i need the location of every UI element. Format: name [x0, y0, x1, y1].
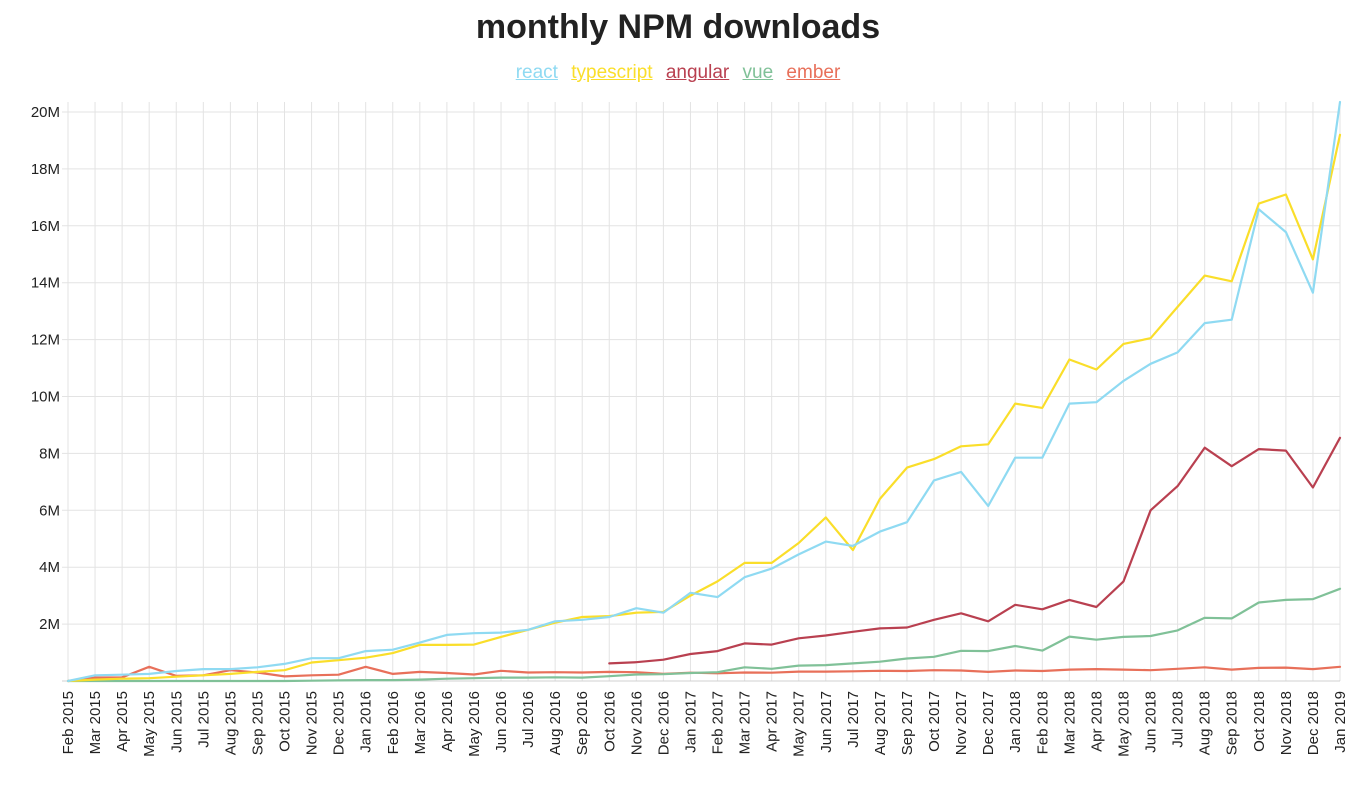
- x-tick-label: Nov 2016: [628, 691, 645, 755]
- x-tick-label: Apr 2015: [114, 691, 131, 752]
- x-tick-label: Mar 2016: [412, 691, 429, 754]
- y-tick-label: 12M: [31, 332, 60, 349]
- series-line-typescript: [66, 133, 1342, 683]
- x-tick-label: Aug 2016: [547, 691, 564, 755]
- legend-item-vue[interactable]: vue: [742, 62, 774, 83]
- series-line-react: [66, 100, 1342, 683]
- series-line-vue: [66, 587, 1342, 683]
- x-tick-label: Feb 2016: [385, 691, 402, 754]
- x-tick-label: Apr 2016: [439, 691, 456, 752]
- x-tick-label: Jul 2015: [195, 691, 212, 748]
- x-tick-label: Feb 2017: [710, 691, 727, 754]
- y-tick-label: 10M: [31, 389, 60, 406]
- x-tick-label: Nov 2017: [953, 691, 970, 755]
- y-tick-label: 16M: [31, 218, 60, 235]
- x-tick-label: Apr 2018: [1088, 691, 1105, 752]
- x-tick-label: May 2018: [1115, 691, 1132, 757]
- x-tick-label: Dec 2016: [655, 691, 672, 755]
- x-tick-label: Jan 2017: [682, 691, 699, 753]
- legend: react typescript angular vue ember: [0, 62, 1356, 84]
- series-line-angular: [608, 436, 1342, 665]
- x-tick-label: Mar 2018: [1061, 691, 1078, 754]
- x-tick-label: Sep 2018: [1224, 691, 1241, 755]
- y-tick-label: 14M: [31, 275, 60, 292]
- x-tick-label: Feb 2018: [1034, 691, 1051, 754]
- x-tick-label: Sep 2015: [249, 691, 266, 755]
- y-tick-label: 4M: [39, 559, 60, 576]
- x-tick-label: Jan 2018: [1007, 691, 1024, 753]
- x-tick-label: Feb 2015: [60, 691, 77, 754]
- series-line-ember: [66, 665, 1342, 683]
- axes: Feb 2015 Mar 2015 Apr 2015 May 2015 Jun 2015…: [31, 104, 1349, 757]
- x-tick-label: Oct 2016: [601, 691, 618, 752]
- x-tick-label: Apr 2017: [764, 691, 781, 752]
- x-tick-label: Nov 2015: [304, 691, 321, 755]
- x-tick-label: Nov 2018: [1278, 691, 1295, 755]
- x-tick-label: Jun 2017: [818, 691, 835, 753]
- x-tick-label: Jun 2018: [1143, 691, 1160, 753]
- y-tick-label: 6M: [39, 502, 60, 519]
- x-tick-label: May 2016: [466, 691, 483, 757]
- chart-title: monthly NPM downloads: [475, 8, 881, 46]
- legend-item-react[interactable]: react: [515, 62, 558, 83]
- x-tick-label: Oct 2015: [277, 691, 294, 752]
- x-tick-label: Dec 2015: [331, 691, 348, 755]
- legend-item-ember[interactable]: ember: [786, 62, 841, 83]
- series-lines: [66, 100, 1342, 683]
- x-tick-label: Jul 2017: [845, 691, 862, 748]
- x-tick-label: Jun 2016: [493, 691, 510, 753]
- x-tick-label: Dec 2018: [1305, 691, 1322, 755]
- x-tick-label: Jul 2016: [520, 691, 537, 748]
- x-tick-label: Jan 2019: [1332, 691, 1349, 753]
- x-tick-label: Aug 2017: [872, 691, 889, 755]
- y-tick-label: 18M: [31, 161, 60, 178]
- legend-item-angular[interactable]: angular: [665, 62, 730, 83]
- x-tick-label: Dec 2017: [980, 691, 997, 755]
- x-tick-label: Aug 2015: [222, 691, 239, 755]
- x-tick-label: May 2015: [141, 691, 158, 757]
- y-tick-label: 20M: [31, 104, 60, 121]
- x-tick-label: Aug 2018: [1197, 691, 1214, 755]
- grid: [62, 102, 1341, 681]
- x-tick-label: Oct 2017: [926, 691, 943, 752]
- y-tick-label: 2M: [39, 616, 60, 633]
- x-tick-label: Oct 2018: [1251, 691, 1268, 752]
- legend-item-typescript[interactable]: typescript: [571, 62, 653, 83]
- x-tick-label: Mar 2017: [737, 691, 754, 754]
- x-tick-label: Sep 2016: [574, 691, 591, 755]
- y-tick-label: 8M: [39, 445, 60, 462]
- x-tick-label: Sep 2017: [899, 691, 916, 755]
- x-tick-label: Jun 2015: [168, 691, 185, 753]
- x-tick-label: Mar 2015: [87, 691, 104, 754]
- x-tick-label: Jan 2016: [358, 691, 375, 753]
- x-tick-label: Jul 2018: [1170, 691, 1187, 748]
- x-tick-label: May 2017: [791, 691, 808, 757]
